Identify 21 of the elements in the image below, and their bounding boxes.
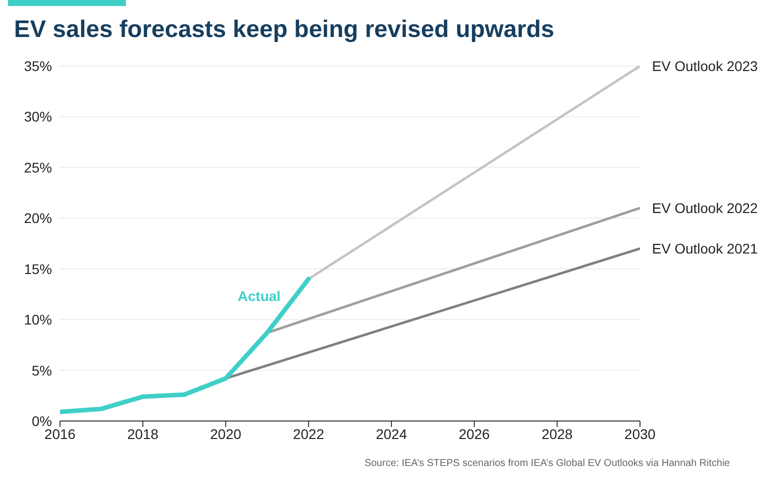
- series-label: EV Outlook 2021: [652, 240, 758, 257]
- y-tick-label: 30%: [24, 108, 52, 125]
- series-label: EV Outlook 2023: [652, 58, 758, 74]
- x-tick-label: 2020: [210, 426, 242, 442]
- y-tick-label: 5%: [32, 362, 52, 378]
- x-tick-label: 2022: [292, 426, 324, 442]
- x-tick-label: 2028: [542, 426, 573, 442]
- x-tick-label: 2024: [376, 426, 408, 442]
- y-tick-label: 20%: [24, 210, 52, 226]
- y-tick-label: 35%: [24, 58, 52, 74]
- line-series: [60, 276, 311, 414]
- y-tick-label: 15%: [24, 260, 52, 277]
- x-tick-label: 2026: [458, 426, 490, 442]
- y-tick-label: 25%: [24, 159, 52, 176]
- series-label: EV Outlook 2022: [652, 200, 758, 216]
- y-tick-label: 10%: [24, 312, 52, 328]
- chart-title: EV sales forecasts keep being revised upwards: [13, 15, 556, 45]
- x-tick-label: 2018: [127, 426, 159, 442]
- source-note: Source: IEA’s STEPS scenarios from IEA’s Global EV Outlooks via Hannah Ritchie: [364, 458, 730, 469]
- x-tick-label: 2030: [624, 426, 656, 442]
- series-label: Actual: [238, 288, 281, 304]
